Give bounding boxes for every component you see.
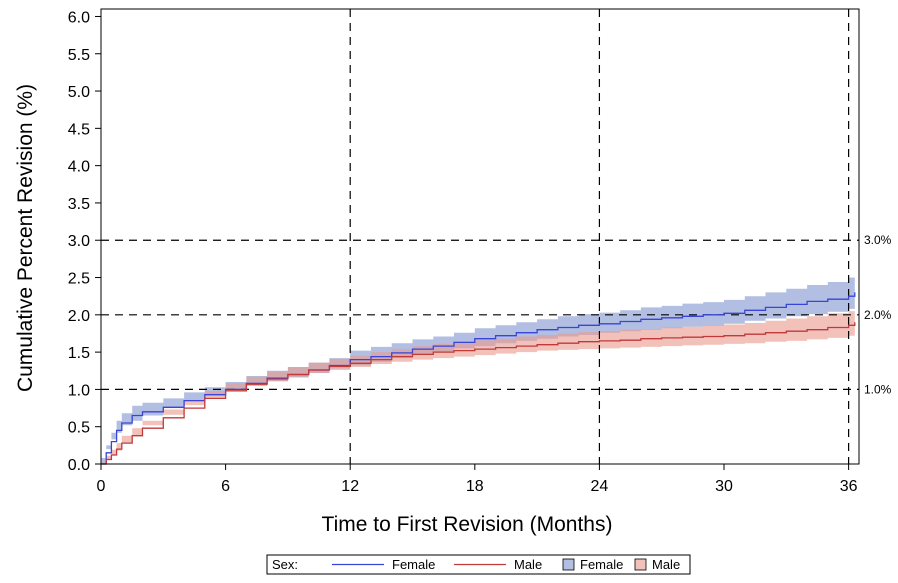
x-tick-label: 18 bbox=[466, 478, 484, 495]
y-tick-label: 1.0 bbox=[68, 382, 90, 399]
confidence-bands bbox=[101, 273, 855, 464]
x-tick-label: 6 bbox=[221, 478, 230, 495]
reference-lines: 1.0% 2.0% 3.0% bbox=[101, 9, 892, 464]
legend-swatch-band-female bbox=[562, 558, 575, 571]
y-tick-label: 4.0 bbox=[68, 159, 90, 176]
y-tick-label: 5.5 bbox=[68, 47, 90, 64]
ref-line-label: 2.0% bbox=[864, 308, 892, 322]
series-lines bbox=[101, 292, 856, 465]
legend-label-band-male: Male bbox=[652, 557, 680, 572]
x-tick-label: 24 bbox=[591, 478, 609, 495]
ref-line-label: 1.0% bbox=[864, 382, 892, 396]
y-tick-label: 4.5 bbox=[68, 121, 90, 138]
legend-label-line-female: Female bbox=[392, 557, 435, 572]
axes: 0 6 12 18 24 30 36 0.0 0.5 1.0 1.5 2.0 2.5 3.0 3.5 4.0 4… bbox=[68, 8, 860, 495]
y-tick-label: 6.0 bbox=[68, 9, 90, 26]
y-tick-label: 5.0 bbox=[68, 84, 90, 101]
x-axis-title: Time to First Revision (Months) bbox=[322, 513, 613, 536]
y-tick-label: 3.5 bbox=[68, 196, 90, 213]
legend-label-line-male: Male bbox=[514, 557, 542, 572]
y-tick-label: 1.5 bbox=[68, 345, 90, 362]
plot-frame bbox=[100, 8, 860, 465]
y-axis-title: Cumulative Percent Revision (%) bbox=[14, 84, 37, 392]
y-tick-label: 0.5 bbox=[68, 420, 90, 437]
y-tick-label: 0.0 bbox=[68, 457, 90, 474]
ref-line-label: 3.0% bbox=[864, 233, 892, 247]
x-tick-label: 12 bbox=[341, 478, 359, 495]
y-tick-label: 3.0 bbox=[68, 233, 90, 250]
legend: Sex: Female Male Female Male bbox=[266, 554, 691, 575]
legend-label-band-female: Female bbox=[580, 557, 623, 572]
x-tick-label: 30 bbox=[715, 478, 733, 495]
legend-swatch-band-male bbox=[634, 558, 647, 571]
ci-band-female bbox=[101, 273, 855, 464]
x-tick-label: 0 bbox=[97, 478, 106, 495]
ci-band-male bbox=[101, 307, 855, 464]
series-line-female bbox=[101, 292, 856, 465]
legend-title: Sex: bbox=[272, 557, 298, 572]
y-tick-label: 2.0 bbox=[68, 308, 90, 325]
y-tick-label: 2.5 bbox=[68, 271, 90, 288]
series-line-male bbox=[101, 322, 856, 465]
x-tick-label: 36 bbox=[840, 478, 858, 495]
